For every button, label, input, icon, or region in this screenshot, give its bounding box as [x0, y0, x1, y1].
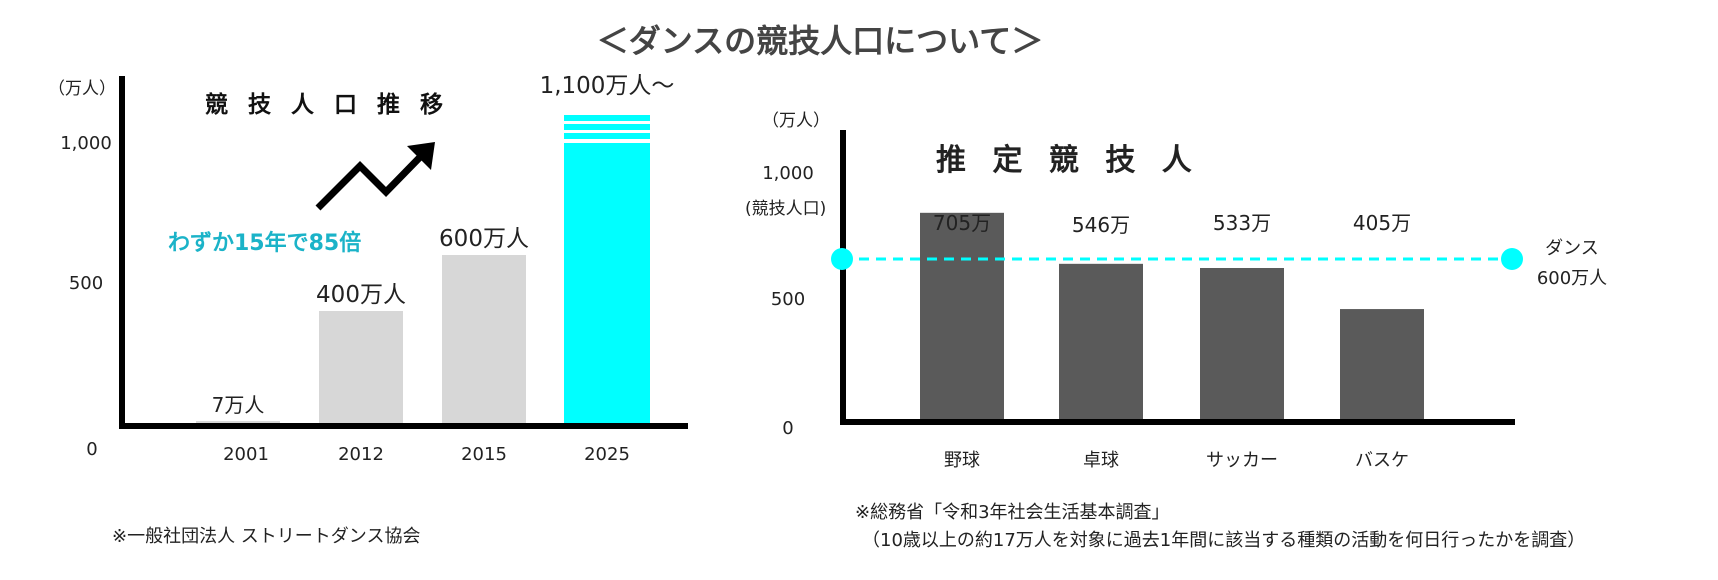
left-data-label: 7万人 [212, 393, 265, 417]
page-title: ＜ダンスの競技人口について＞ [597, 22, 1043, 60]
left-y-tick-label: 1,000 [60, 133, 112, 154]
left-category-label: 2012 [338, 444, 384, 465]
right-source-note-line1: ※総務省「令和3年社会生活基本調査」 [855, 502, 1170, 523]
right-data-label: 405万 [1353, 211, 1411, 235]
right-bar [1059, 263, 1143, 419]
right-category-label: 卓球 [1083, 450, 1119, 471]
right-y-sublabel: (競技人口) [745, 199, 826, 219]
left-bar [442, 255, 526, 423]
left-data-label: 1,100万人〜 [540, 73, 675, 99]
right-category-labels: 野球 卓球 サッカー バスケ [944, 450, 1409, 471]
right-data-labels: 705万 546万 533万 405万 [933, 211, 1411, 237]
left-category-labels: 2001 2012 2015 2025 [223, 444, 630, 465]
left-data-labels: 7万人 400万人 600万人 1,100万人〜 [212, 73, 675, 417]
right-bars [920, 212, 1424, 419]
left-bar [196, 421, 280, 423]
left-y-tick-label: 500 [69, 273, 103, 294]
right-chart: （万人） (競技人口) 推 定 競 技 人 0 500 1,000 705万 546万… [745, 111, 1607, 551]
right-bar [1200, 267, 1284, 419]
right-category-label: サッカー [1206, 450, 1278, 471]
growth-annotation: わずか15年で85倍 [168, 230, 361, 256]
reference-line-value: 600万人 [1537, 268, 1607, 289]
reference-line-label: ダンス [1545, 238, 1599, 259]
right-y-ticks: 0 500 1,000 [762, 163, 814, 439]
right-bar [1340, 309, 1424, 419]
right-data-label: 546万 [1072, 213, 1130, 237]
right-y-unit-label: （万人） [762, 111, 830, 131]
left-bar-highlight [564, 115, 650, 423]
right-bar [920, 212, 1004, 419]
left-y-unit-label: （万人） [48, 79, 116, 99]
right-category-label: バスケ [1355, 450, 1409, 471]
left-category-label: 2025 [584, 444, 630, 465]
left-y-tick-label: 0 [86, 439, 97, 460]
right-source-note-line2: （10歳以上の約17万人を対象に過去1年間に該当する種類の活動を何日行ったかを調… [862, 530, 1585, 551]
right-y-tick-label: 500 [771, 289, 805, 310]
right-y-tick-label: 1,000 [762, 163, 814, 184]
left-source-note: ※一般社団法人 ストリートダンス協会 [112, 526, 420, 547]
left-category-label: 2001 [223, 444, 269, 465]
left-category-label: 2015 [461, 444, 507, 465]
reference-line-end-dot [1501, 248, 1523, 270]
left-bars [196, 115, 650, 423]
left-chart: （万人） 競 技 人 口 推 移 0 500 1,000 7万人 400万人 600万人… [48, 73, 688, 547]
trend-up-zigzag-arrow-icon [315, 142, 435, 211]
right-chart-subtitle: 推 定 競 技 人 [936, 143, 1200, 178]
reference-line-group: ダンス 600万人 [831, 238, 1607, 289]
right-data-label: 533万 [1213, 211, 1271, 235]
right-category-label: 野球 [944, 450, 980, 471]
left-data-label: 400万人 [316, 282, 406, 308]
left-data-label: 600万人 [439, 226, 529, 252]
left-bar [319, 311, 403, 423]
left-y-ticks: 0 500 1,000 [60, 133, 112, 460]
right-y-tick-label: 0 [782, 418, 793, 439]
reference-line-start-dot [831, 248, 853, 270]
left-chart-subtitle: 競 技 人 口 推 移 [205, 91, 449, 118]
right-data-label: 705万 [933, 211, 991, 235]
